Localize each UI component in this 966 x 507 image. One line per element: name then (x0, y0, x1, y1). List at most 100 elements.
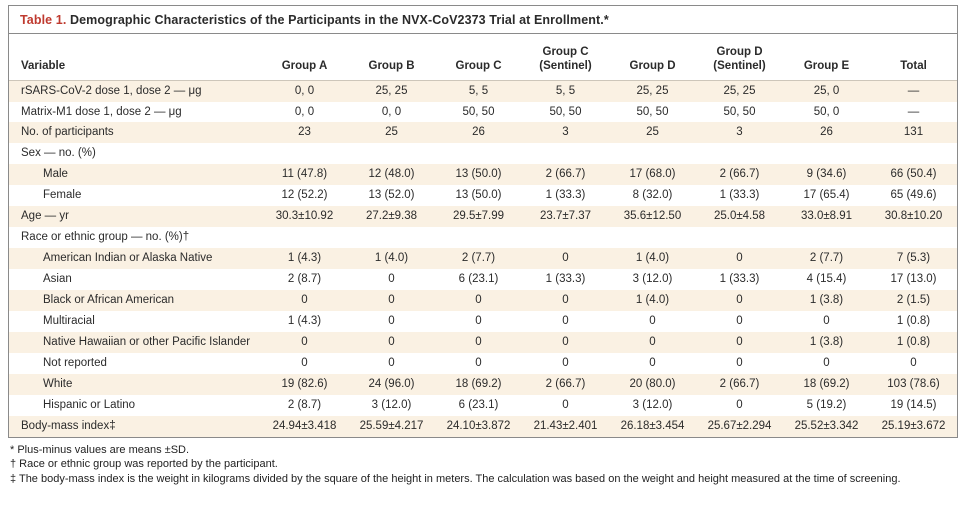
value-cell (783, 143, 870, 164)
value-cell: 2 (66.7) (719, 377, 760, 390)
value-cell: 1 (0.8) (896, 314, 931, 327)
value-cell: 0, 0 (294, 84, 315, 97)
value-cell: 19 (14.5) (890, 398, 937, 411)
row-label: Multiracial (43, 314, 95, 327)
value-cell: 1 (4.3) (287, 314, 322, 327)
value-cell: 1 (33.3) (719, 273, 760, 286)
table-row: Matrix-M1 dose 1, dose 2 — μg 0, 0 0, 0 50,… (9, 102, 957, 123)
value-cell: 25, 25 (723, 84, 756, 97)
value-cell (870, 143, 957, 164)
value-cell: 6 (23.1) (458, 273, 499, 286)
row-label: Male (43, 168, 68, 181)
value-cell: 0 (388, 314, 395, 327)
value-cell: 2 (1.5) (896, 293, 931, 306)
value-cell: 27.2±9.38 (365, 210, 418, 223)
column-header: Total (870, 34, 957, 81)
value-cell: 0 (736, 252, 743, 265)
row-label: American Indian or Alaska Native (43, 252, 213, 265)
row-label: Body-mass index‡ (21, 419, 116, 432)
value-cell: 2 (7.7) (809, 252, 844, 265)
column-header: Group D (609, 34, 696, 81)
value-cell: 0 (736, 314, 743, 327)
table-card: Table 1. Demographic Characteristics of … (8, 5, 958, 438)
value-cell: 25.19±3.672 (881, 419, 946, 432)
value-cell: 0 (649, 314, 656, 327)
value-cell: 24.94±3.418 (272, 419, 337, 432)
table-row: Body-mass index‡ 24.94±3.418 25.59±4.217 24… (9, 415, 957, 437)
row-label: Asian (43, 273, 72, 286)
footnote: * Plus-minus values are means ±SD. (10, 443, 190, 456)
value-cell: 1 (4.3) (287, 252, 322, 265)
value-cell: 1 (33.3) (545, 273, 586, 286)
value-cell: 50, 50 (636, 105, 669, 118)
value-cell: 0 (475, 314, 482, 327)
value-cell: 0 (736, 335, 743, 348)
value-cell (696, 143, 783, 164)
value-cell: 26 (820, 126, 833, 139)
column-header: Group E (783, 34, 870, 81)
table-row: No. of participants 23 25 26 3 25 3 26 131 (9, 122, 957, 144)
table-title-text: Demographic Characteristics of the Parti… (66, 13, 609, 27)
table-row: Female 12 (52.2) 13 (52.0) 13 (50.0) 1 (33.3… (9, 185, 957, 206)
value-cell: 1 (0.8) (896, 335, 931, 348)
value-cell: 0 (301, 356, 308, 369)
row-label: rSARS-CoV-2 dose 1, dose 2 — μg (21, 84, 202, 97)
value-cell: 1 (4.0) (374, 252, 409, 265)
value-cell: 8 (32.0) (632, 189, 673, 202)
footnote: ‡ The body-mass index is the weight in k… (10, 472, 901, 485)
value-cell (522, 227, 609, 248)
table-row: Multiracial 1 (4.3) 0 0 0 0 0 0 1 (0.8) (9, 311, 957, 332)
table-row: Sex — no. (%) (9, 143, 957, 164)
value-cell: 26 (472, 126, 485, 139)
value-cell: 0 (301, 335, 308, 348)
value-cell: 50, 50 (549, 105, 582, 118)
value-cell: 0 (388, 273, 395, 286)
value-cell: 65 (49.6) (890, 189, 937, 202)
value-cell: 4 (15.4) (806, 273, 847, 286)
value-cell: 3 (12.0) (632, 398, 673, 411)
value-cell: 24 (96.0) (368, 377, 415, 390)
column-header: Group B (348, 34, 435, 81)
value-cell: 2 (8.7) (287, 273, 322, 286)
value-cell (348, 227, 435, 248)
table-row: Male 11 (47.8) 12 (48.0) 13 (50.0) 2 (66.7) 1… (9, 164, 957, 186)
row-label: Hispanic or Latino (43, 398, 136, 411)
row-label: Sex — no. (%) (21, 147, 96, 160)
value-cell: 9 (34.6) (806, 168, 847, 181)
value-cell: 6 (23.1) (458, 398, 499, 411)
footnotes: * Plus-minus values are means ±SD. † Rac… (8, 443, 958, 487)
row-label: White (43, 377, 73, 390)
table-title: Table 1. Demographic Characteristics of … (9, 6, 957, 34)
table-number: Table 1. (20, 13, 67, 27)
value-cell: 0 (736, 356, 743, 369)
value-cell: 33.0±8.91 (800, 210, 853, 223)
value-cell: 1 (3.8) (809, 335, 844, 348)
value-cell (870, 227, 957, 248)
value-cell: 0 (388, 335, 395, 348)
table-header: Variable Group A Group B Group C Group C (Se… (9, 34, 957, 81)
value-cell: 50, 50 (723, 105, 756, 118)
value-cell: 2 (7.7) (461, 252, 496, 265)
value-cell: 20 (80.0) (629, 377, 676, 390)
value-cell: 23.7±7.37 (539, 210, 592, 223)
value-cell: 0, 0 (294, 105, 315, 118)
value-cell: 131 (903, 126, 924, 139)
value-cell: 0 (388, 293, 395, 306)
value-cell: 25.59±4.217 (359, 419, 424, 432)
column-header: Group C (Sentinel) (522, 34, 609, 81)
value-cell: 29.5±7.99 (452, 210, 505, 223)
value-cell: 0 (823, 314, 830, 327)
value-cell: 18 (69.2) (803, 377, 850, 390)
value-cell: 18 (69.2) (455, 377, 502, 390)
value-cell: 3 (562, 126, 569, 139)
table-row: White 19 (82.6) 24 (96.0) 18 (69.2) 2 (66.7)… (9, 373, 957, 395)
value-cell: 3 (12.0) (371, 398, 412, 411)
value-cell: 0 (562, 252, 569, 265)
value-cell: 30.3±10.92 (275, 210, 334, 223)
value-cell: 25, 25 (636, 84, 669, 97)
table-row: Age — yr 30.3±10.92 27.2±9.38 29.5±7.99 23.7… (9, 206, 957, 228)
value-cell: 0 (562, 293, 569, 306)
value-cell: 0 (736, 293, 743, 306)
column-header-variable: Variable (9, 34, 261, 81)
value-cell: — (907, 84, 920, 97)
